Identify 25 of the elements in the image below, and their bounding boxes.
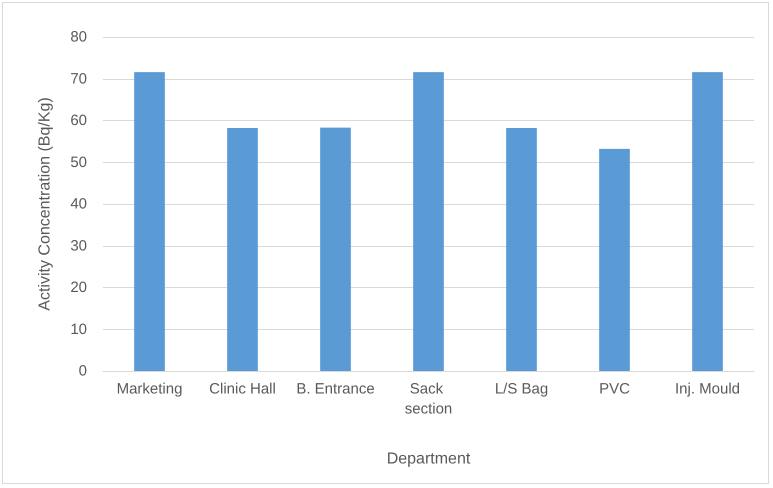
x-tick-label: L/S Bag (494, 380, 548, 398)
y-tick-label: 60 (70, 112, 87, 129)
x-tick-label: Sack section (404, 380, 452, 418)
x-tick-label: B. Entrance (296, 380, 375, 398)
y-tick-label: 70 (70, 70, 87, 88)
y-tick-label: 80 (70, 28, 87, 46)
y-axis-title: Activity Concentration (Bq/Kg) (36, 97, 54, 311)
bar (227, 128, 258, 371)
bar (506, 128, 537, 371)
bar (692, 72, 723, 371)
x-tick-label: Marketing (116, 380, 182, 398)
x-tick-label: Inj. Mould (674, 380, 740, 398)
bar (320, 128, 351, 371)
y-tick-label: 0 (78, 362, 87, 380)
bar (413, 72, 444, 371)
bar (599, 148, 630, 371)
x-tick-label: Clinic Hall (209, 380, 276, 398)
y-tick-label: 40 (70, 196, 87, 212)
y-tick-label: 50 (70, 154, 87, 171)
y-tick-label: 20 (70, 279, 87, 296)
y-tick-label: 10 (70, 320, 87, 338)
bar (134, 72, 165, 371)
y-tick-label: 30 (70, 237, 87, 254)
x-axis-title: Department (386, 450, 471, 468)
x-tick-label: PVC (599, 380, 630, 398)
